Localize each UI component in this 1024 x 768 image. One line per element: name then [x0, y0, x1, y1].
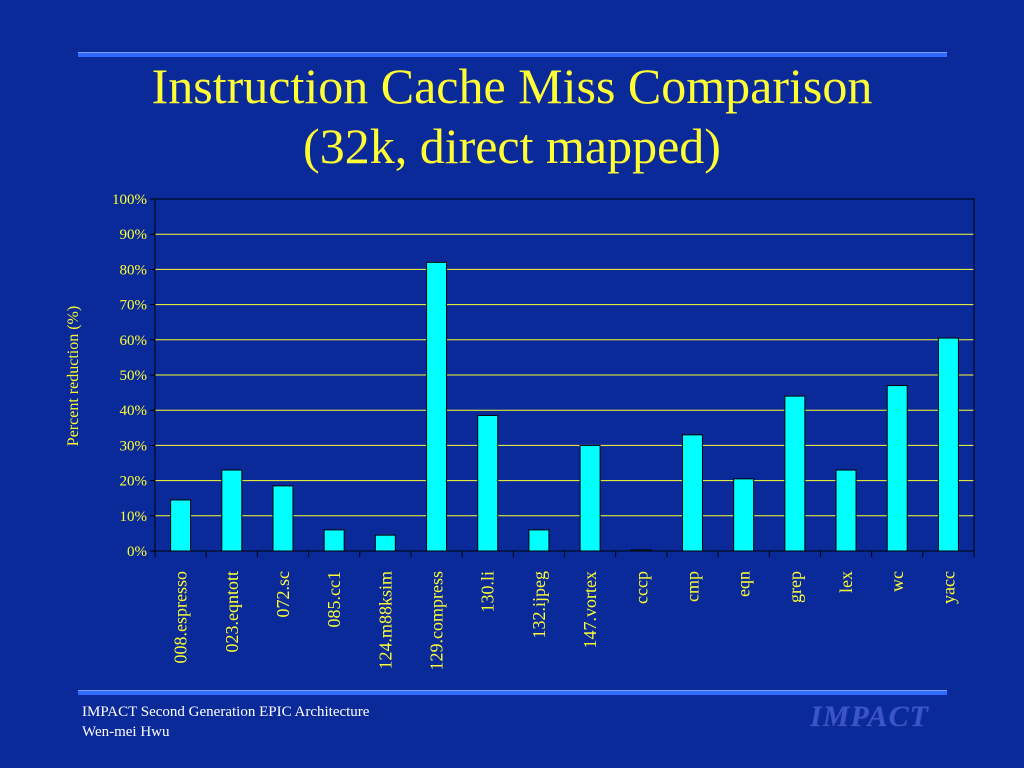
y-tick-label: 70%	[120, 298, 148, 314]
y-tick-label: 60%	[120, 333, 148, 349]
footer-author: Wen-mei Hwu	[82, 724, 170, 740]
bar-132.ijpeg	[528, 529, 550, 552]
y-tick-label: 30%	[120, 438, 148, 454]
x-tick-label: eqn	[734, 571, 754, 597]
footer: IMPACT Second Generation EPIC Architectu…	[82, 702, 369, 742]
y-tick-label: 0%	[127, 544, 147, 560]
slide-title: Instruction Cache Miss Comparison (32k, …	[0, 56, 1024, 176]
y-tick-label: 50%	[120, 368, 148, 384]
bar-eqn	[733, 478, 755, 552]
x-tick-label: 132.ijpeg	[529, 571, 549, 639]
y-tick-label: 40%	[120, 403, 148, 419]
y-tick-label: 100%	[112, 192, 147, 208]
bar-008.espresso	[170, 499, 192, 552]
bar-129.compress	[426, 261, 448, 552]
slide-title-line1: Instruction Cache Miss Comparison	[151, 58, 873, 114]
chart-bars	[170, 261, 959, 552]
x-tick-label: 129.compress	[427, 571, 447, 670]
bar-130.li	[477, 414, 499, 552]
y-tick-label: 20%	[120, 474, 148, 490]
bar-wc	[886, 385, 908, 552]
x-tick-label: 124.m88ksim	[375, 571, 395, 670]
chart-labels: 0% 10% 20% 30% 40% 50% 60% 70% 80% 90% 100% 008.esp…	[112, 192, 958, 670]
bar-085.cc1	[323, 529, 345, 552]
bottom-divider	[78, 690, 947, 695]
x-tick-label: 008.espresso	[171, 571, 191, 664]
x-tick-label: 085.cc1	[324, 571, 344, 627]
y-tick-label: 80%	[120, 262, 148, 278]
x-tick-label: 130.li	[478, 571, 498, 613]
bar-lex	[835, 469, 857, 552]
bar-023.eqntott	[221, 469, 243, 552]
y-axis-label: Percent reduction (%)	[65, 306, 82, 446]
top-divider	[78, 52, 947, 57]
chart-axes	[150, 198, 975, 557]
x-tick-label: 147.vortex	[580, 571, 600, 648]
bar-chart: 0% 10% 20% 30% 40% 50% 60% 70% 80% 90% 100% 008.esp…	[65, 192, 975, 670]
bar-124.m88ksim	[374, 534, 396, 552]
y-tick-label: 90%	[120, 227, 148, 243]
bar-cmp	[681, 434, 703, 552]
x-tick-label: yacc	[938, 571, 958, 604]
bar-072.sc	[272, 485, 294, 552]
x-tick-label: 023.eqntott	[222, 571, 242, 653]
bar-147.vortex	[579, 444, 601, 552]
x-tick-label: 072.sc	[273, 571, 293, 618]
y-tick-label: 10%	[120, 509, 148, 525]
impact-logo: IMPACT	[810, 700, 929, 733]
bar-yacc	[937, 337, 959, 552]
x-tick-label: cccp	[631, 571, 651, 604]
x-tick-label: lex	[836, 571, 856, 593]
slide-title-line2: (32k, direct mapped)	[303, 118, 721, 174]
x-tick-label: wc	[887, 571, 907, 592]
x-tick-label: grep	[785, 571, 805, 603]
chart-gridlines	[155, 198, 974, 517]
footer-title: IMPACT Second Generation EPIC Architectu…	[82, 704, 370, 720]
bar-grep	[784, 395, 806, 552]
x-tick-label: cmp	[682, 571, 702, 602]
